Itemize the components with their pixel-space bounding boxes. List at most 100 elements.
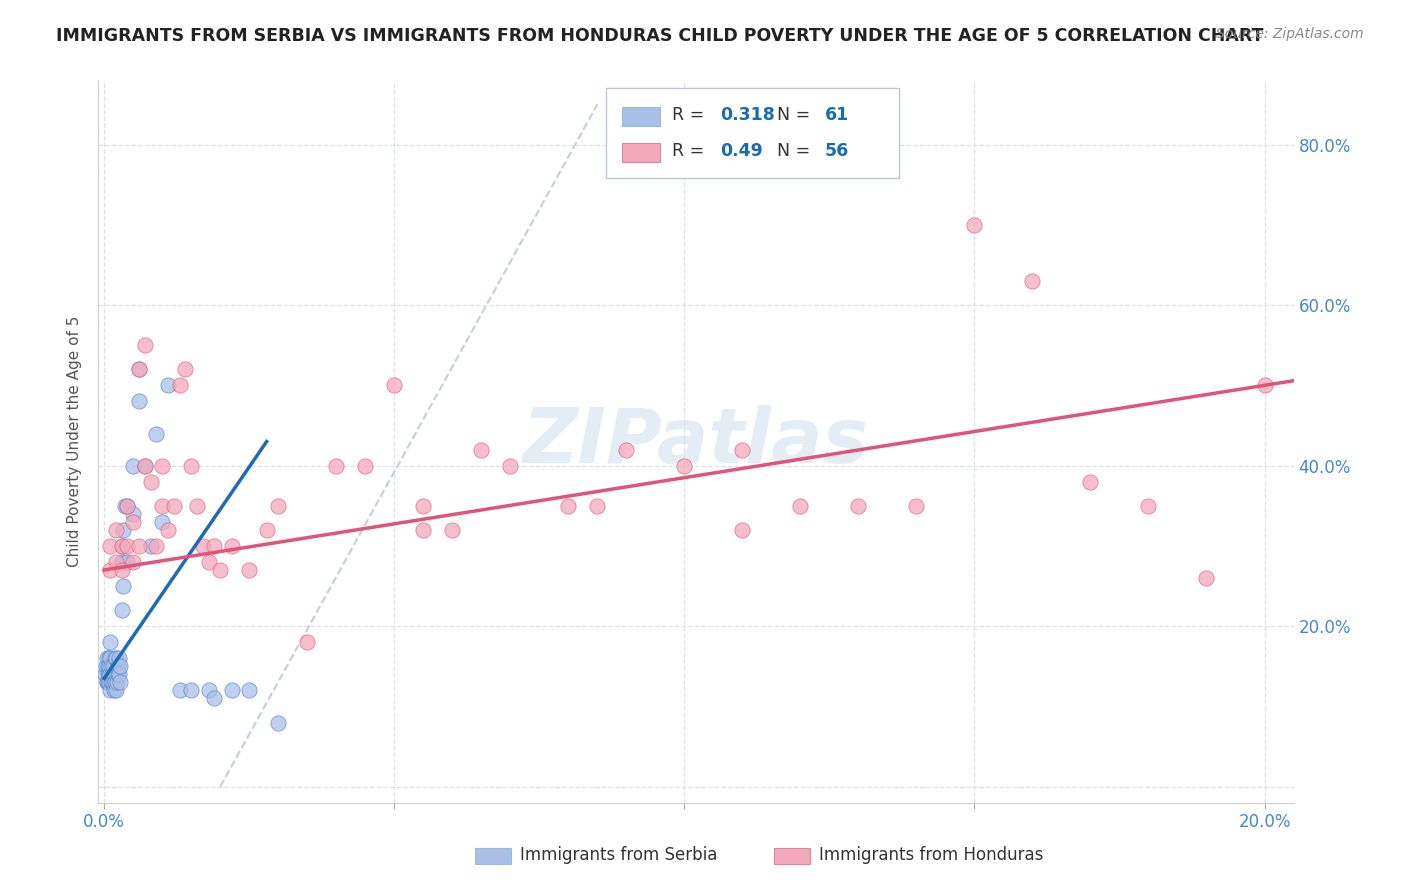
- Point: [96, 675, 118, 690]
- Point: [325, 458, 347, 473]
- Point: [382, 378, 405, 392]
- Text: ZIPatlas: ZIPatlas: [523, 405, 869, 478]
- Point: [673, 458, 696, 473]
- Point: [117, 539, 139, 553]
- Text: 0.49: 0.49: [720, 142, 762, 160]
- Point: [97, 667, 120, 681]
- Point: [150, 499, 173, 513]
- Point: [470, 442, 492, 457]
- Point: [100, 659, 122, 673]
- Point: [614, 442, 637, 457]
- Point: [98, 659, 121, 673]
- Point: [94, 659, 117, 673]
- Point: [114, 499, 136, 513]
- Point: [98, 563, 121, 577]
- Point: [122, 458, 145, 473]
- Point: [221, 539, 243, 553]
- Point: [297, 635, 319, 649]
- Point: [963, 218, 986, 232]
- Point: [134, 338, 156, 352]
- FancyBboxPatch shape: [475, 848, 510, 864]
- Point: [98, 667, 121, 681]
- Point: [150, 458, 173, 473]
- Point: [104, 651, 127, 665]
- Point: [238, 563, 260, 577]
- Text: 0.318: 0.318: [720, 106, 775, 124]
- Point: [169, 378, 191, 392]
- Point: [98, 539, 121, 553]
- Point: [98, 651, 121, 665]
- Point: [157, 523, 180, 537]
- Point: [150, 515, 173, 529]
- Point: [107, 651, 129, 665]
- Point: [96, 651, 118, 665]
- Point: [101, 675, 124, 690]
- Point: [174, 362, 197, 376]
- Point: [103, 683, 125, 698]
- Point: [94, 667, 117, 681]
- Point: [104, 555, 127, 569]
- Point: [180, 458, 202, 473]
- Point: [186, 499, 208, 513]
- Point: [128, 362, 150, 376]
- FancyBboxPatch shape: [621, 143, 661, 162]
- Text: 56: 56: [825, 142, 849, 160]
- Point: [111, 539, 134, 553]
- Point: [105, 675, 128, 690]
- Text: N =: N =: [778, 106, 810, 124]
- Point: [1253, 378, 1275, 392]
- Point: [238, 683, 260, 698]
- FancyBboxPatch shape: [773, 848, 810, 864]
- Point: [107, 659, 129, 673]
- Point: [122, 515, 145, 529]
- Point: [110, 659, 132, 673]
- Point: [117, 499, 139, 513]
- Point: [107, 667, 129, 681]
- Point: [107, 667, 129, 681]
- Point: [1195, 571, 1218, 585]
- Point: [731, 442, 754, 457]
- Point: [117, 499, 139, 513]
- Point: [100, 675, 122, 690]
- Point: [441, 523, 464, 537]
- Point: [731, 523, 754, 537]
- Point: [104, 667, 127, 681]
- Point: [180, 683, 202, 698]
- Point: [104, 683, 127, 698]
- Point: [412, 523, 434, 537]
- Point: [139, 539, 162, 553]
- Point: [134, 458, 156, 473]
- Point: [267, 499, 290, 513]
- Point: [557, 499, 579, 513]
- Point: [157, 378, 180, 392]
- Text: Immigrants from Honduras: Immigrants from Honduras: [820, 846, 1043, 863]
- Point: [354, 458, 377, 473]
- FancyBboxPatch shape: [621, 107, 661, 126]
- Text: Immigrants from Serbia: Immigrants from Serbia: [520, 846, 717, 863]
- Point: [100, 667, 122, 681]
- Point: [145, 426, 167, 441]
- FancyBboxPatch shape: [606, 87, 900, 178]
- Point: [1021, 274, 1043, 288]
- Point: [97, 667, 120, 681]
- Point: [191, 539, 214, 553]
- Point: [204, 691, 226, 706]
- Point: [98, 675, 121, 690]
- Point: [103, 667, 125, 681]
- Point: [122, 555, 145, 569]
- Text: Source: ZipAtlas.com: Source: ZipAtlas.com: [1216, 27, 1364, 41]
- Point: [101, 675, 124, 690]
- Y-axis label: Child Poverty Under the Age of 5: Child Poverty Under the Age of 5: [67, 316, 83, 567]
- Point: [98, 683, 121, 698]
- Point: [104, 651, 127, 665]
- Point: [128, 362, 150, 376]
- Point: [169, 683, 191, 698]
- Point: [256, 523, 278, 537]
- Text: IMMIGRANTS FROM SERBIA VS IMMIGRANTS FROM HONDURAS CHILD POVERTY UNDER THE AGE O: IMMIGRANTS FROM SERBIA VS IMMIGRANTS FRO…: [56, 27, 1264, 45]
- Point: [108, 675, 131, 690]
- Point: [111, 523, 134, 537]
- Point: [209, 563, 232, 577]
- Point: [101, 659, 124, 673]
- Point: [117, 555, 139, 569]
- Point: [586, 499, 609, 513]
